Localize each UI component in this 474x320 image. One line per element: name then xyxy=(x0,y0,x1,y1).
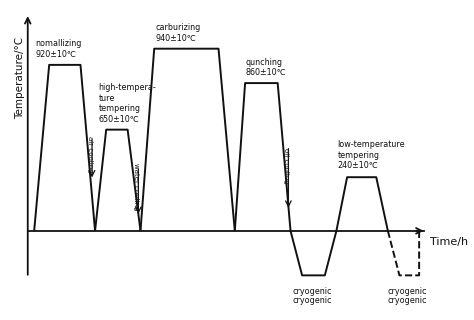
Text: Time/h: Time/h xyxy=(430,237,468,247)
Text: cryogenic: cryogenic xyxy=(292,287,332,296)
Text: low-temperature
tempering
240±10℃: low-temperature tempering 240±10℃ xyxy=(337,140,405,170)
Text: cryogenic: cryogenic xyxy=(387,296,427,305)
Text: oil cooling: oil cooling xyxy=(283,148,289,184)
Text: high-tempera-
ture
tempering
650±10℃: high-tempera- ture tempering 650±10℃ xyxy=(99,84,156,124)
Text: cryogenic: cryogenic xyxy=(387,287,427,296)
Text: water cooling: water cooling xyxy=(133,163,139,210)
Text: Temperature/°C: Temperature/°C xyxy=(16,36,26,119)
Text: carburizing
940±10℃: carburizing 940±10℃ xyxy=(155,23,201,43)
Text: air cooling: air cooling xyxy=(87,136,93,172)
Text: qunching
860±10℃: qunching 860±10℃ xyxy=(245,58,286,77)
Text: nomallizing
920±10℃: nomallizing 920±10℃ xyxy=(35,39,82,59)
Text: cryogenic: cryogenic xyxy=(292,296,332,305)
